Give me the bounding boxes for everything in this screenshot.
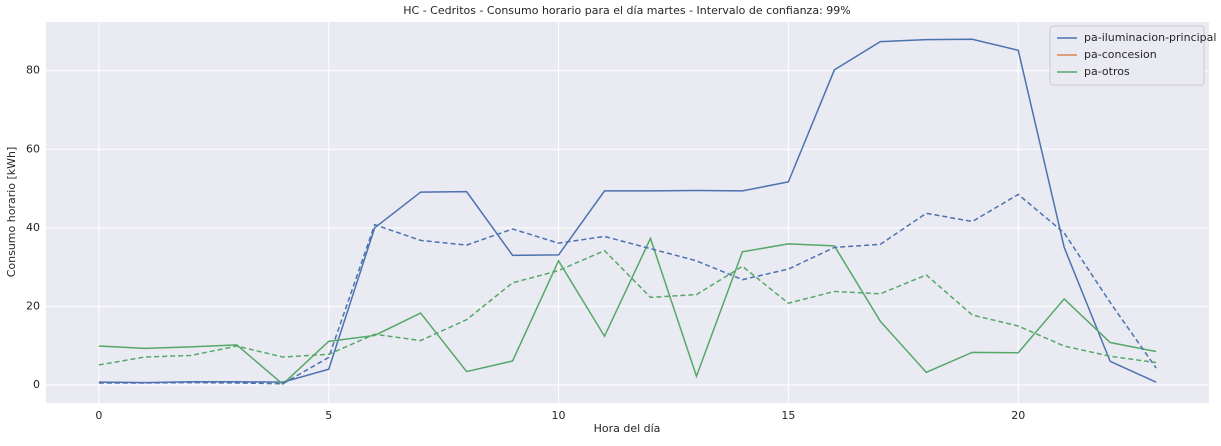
y-tick-label: 60: [26, 142, 40, 155]
chart-title: HC - Cedritos - Consumo horario para el …: [403, 4, 850, 17]
y-axis-label: Consumo horario [kWh]: [5, 147, 18, 278]
legend-label: pa-concesion: [1084, 48, 1157, 61]
x-axis-label: Hora del día: [594, 422, 661, 435]
legend-label: pa-iluminacion-principal: [1084, 31, 1216, 44]
legend-box: [1049, 25, 1205, 86]
y-tick-label: 40: [26, 221, 40, 234]
y-tick-label: 80: [26, 64, 40, 77]
legend-label: pa-otros: [1084, 65, 1130, 78]
y-tick-label: 0: [33, 378, 40, 391]
line-series: [98, 193, 1157, 385]
plot-area: [46, 22, 1209, 403]
line-series: [98, 236, 1157, 386]
x-tick-label: 10: [552, 409, 566, 422]
line-series: [98, 38, 1157, 384]
line-series: [98, 249, 1157, 366]
x-tick-label: 15: [781, 409, 795, 422]
x-tick-label: 20: [1011, 409, 1025, 422]
y-tick-label: 20: [26, 299, 40, 312]
x-tick-label: 0: [95, 409, 102, 422]
x-tick-label: 5: [325, 409, 332, 422]
